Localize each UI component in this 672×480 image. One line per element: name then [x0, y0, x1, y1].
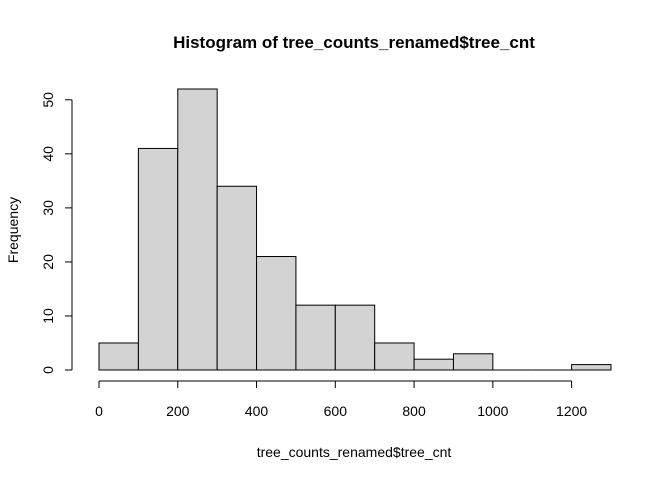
histogram-bar-12	[571, 364, 612, 371]
x-tick-label: 800	[402, 403, 426, 419]
y-tick-label: 20	[40, 254, 56, 270]
y-tick-label: 10	[40, 308, 56, 324]
histogram-bar-2	[177, 88, 218, 371]
histogram-bar-0	[98, 342, 139, 371]
x-tick-label: 600	[324, 403, 348, 419]
y-axis: 0 10 20 30 40 50	[40, 92, 73, 374]
bars-group	[98, 88, 612, 371]
y-tick-label: 50	[40, 92, 56, 108]
histogram-bar-1	[137, 147, 179, 371]
x-tick-label: 1000	[477, 403, 508, 419]
y-tick-label: 40	[40, 146, 56, 162]
x-axis: 0 200 400 600 800 1000 1200	[95, 380, 587, 419]
x-tick-label: 1200	[556, 403, 587, 419]
histogram-bar-3	[216, 185, 258, 371]
x-tick-label: 200	[166, 403, 190, 419]
x-tick-label: 400	[245, 403, 269, 419]
x-tick-label: 0	[95, 403, 103, 419]
histogram-bar-8	[413, 358, 454, 371]
y-tick-label: 0	[40, 366, 56, 374]
histogram-bar-6	[334, 304, 376, 371]
y-tick-label: 30	[40, 200, 56, 216]
histogram-bar-5	[295, 304, 336, 371]
y-axis-label: Frequency	[5, 197, 21, 263]
chart-title: Histogram of tree_counts_renamed$tree_cn…	[173, 33, 535, 52]
x-axis-label: tree_counts_renamed$tree_cnt	[257, 444, 452, 460]
histogram-bar-7	[374, 342, 415, 371]
histogram-bar-9	[452, 353, 494, 371]
histogram-bar-4	[256, 256, 297, 371]
